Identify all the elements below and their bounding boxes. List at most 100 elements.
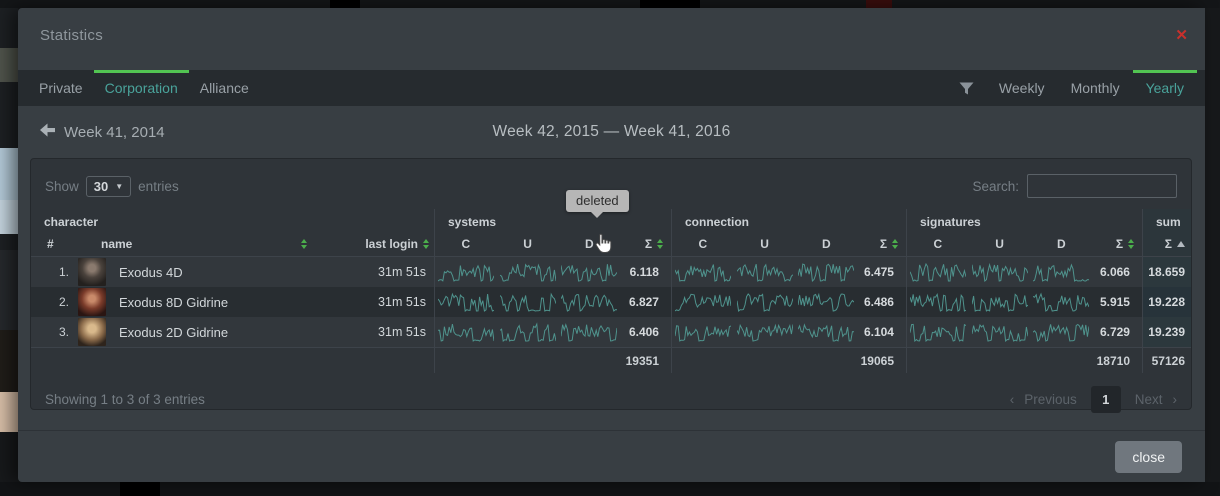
systems-c-sparkline: [435, 322, 497, 342]
filter-funnel-icon[interactable]: [947, 82, 986, 95]
column-header-signatures-sum[interactable]: Σ: [1092, 237, 1142, 251]
systems-sum-value: 6.827: [628, 295, 659, 309]
table-info-row: Showing 1 to 3 of 3 entries ‹ Previous 1…: [31, 373, 1191, 413]
character-name: Exodus 2D Gidrine: [119, 324, 229, 340]
next-page-button[interactable]: Next ›: [1134, 392, 1178, 407]
connection-u-sparkline: [734, 322, 796, 342]
column-header-systems-d[interactable]: D: [585, 236, 594, 251]
signatures-sum-value: 5.915: [1099, 295, 1130, 309]
column-header-row: # name last login C U D Σ: [31, 231, 1191, 257]
column-header-signatures-d[interactable]: D: [1057, 236, 1066, 251]
total-sum-value: 19.228: [1142, 287, 1191, 317]
signatures-c-sparkline: [907, 292, 969, 312]
last-login-value: 31m 51s: [378, 325, 426, 339]
avatar: [78, 318, 106, 346]
sort-both-icon: [657, 238, 664, 249]
total-sum-value: 19.239: [1142, 317, 1191, 347]
connection-sum-value: 6.475: [863, 265, 894, 279]
table-row[interactable]: 3. Exodus 2D Gidrine 31m 51s 6.406: [31, 317, 1191, 347]
column-header-total-sum[interactable]: Σ: [1142, 231, 1191, 256]
group-header-systems: systems: [434, 209, 671, 231]
connection-d-sparkline: [795, 292, 857, 312]
signatures-u-sparkline: [969, 322, 1031, 342]
column-header-signatures-u[interactable]: U: [995, 236, 1004, 251]
sort-both-icon: [892, 238, 899, 249]
close-button[interactable]: close: [1115, 440, 1182, 473]
previous-week-button[interactable]: Week 41, 2014: [40, 123, 165, 141]
avatar: [78, 258, 106, 286]
connection-u-sparkline: [734, 262, 796, 282]
tab-private[interactable]: Private: [39, 80, 83, 96]
column-header-signatures-c[interactable]: C: [933, 236, 943, 251]
arrow-left-icon: [40, 123, 55, 141]
column-header-last-login[interactable]: last login: [315, 231, 434, 256]
total-sum-value: 18.659: [1142, 257, 1191, 287]
systems-c-sparkline: [435, 262, 497, 282]
character-name: Exodus 8D Gidrine: [119, 294, 229, 310]
column-header-connection-d[interactable]: D: [822, 236, 831, 251]
background-page-bottom-strip: [0, 482, 1220, 496]
connection-u-sparkline: [734, 292, 796, 312]
table-row[interactable]: 2. Exodus 8D Gidrine 31m 51s 6.827: [31, 287, 1191, 317]
systems-u-sparkline: [497, 262, 559, 282]
signatures-u-sparkline: [969, 292, 1031, 312]
period-filter-monthly[interactable]: Monthly: [1070, 80, 1120, 96]
group-header-connection: connection: [671, 209, 906, 231]
signatures-c-sparkline: [907, 322, 969, 342]
systems-u-sparkline: [497, 322, 559, 342]
group-header-signatures: signatures: [906, 209, 1142, 231]
signatures-footer-sum: 18710: [906, 348, 1142, 373]
systems-d-sparkline: [558, 292, 620, 312]
connection-d-sparkline: [795, 322, 857, 342]
modal-title: Statistics: [40, 26, 104, 44]
connection-c-sparkline: [672, 292, 734, 312]
systems-sum-value: 6.406: [628, 325, 659, 339]
showing-entries-label: Showing 1 to 3 of 3 entries: [45, 392, 205, 407]
connection-footer-sum: 19065: [671, 348, 906, 373]
column-header-systems-u[interactable]: U: [523, 236, 532, 251]
signatures-sum-value: 6.066: [1099, 265, 1130, 279]
signatures-sum-value: 6.729: [1099, 325, 1130, 339]
sort-both-icon: [423, 238, 429, 249]
tab-corporation[interactable]: Corporation: [93, 70, 189, 106]
chevron-left-icon: ‹: [1009, 392, 1015, 407]
column-header-connection-sum[interactable]: Σ: [857, 237, 906, 251]
previous-page-button[interactable]: ‹ Previous: [1009, 392, 1077, 407]
avatar: [78, 288, 106, 316]
tab-alliance[interactable]: Alliance: [199, 80, 249, 96]
search-label: Search:: [972, 178, 1019, 194]
systems-d-sparkline: [558, 262, 620, 282]
modal-header: Statistics ✕: [18, 8, 1205, 62]
connection-sum-value: 6.104: [863, 325, 894, 339]
period-filter-weekly[interactable]: Weekly: [998, 80, 1045, 96]
statistics-table: character systems connection signatures …: [31, 209, 1191, 373]
systems-footer-sum: 19351: [434, 348, 671, 373]
systems-d-sparkline: [558, 322, 620, 342]
column-header-connection-u[interactable]: U: [760, 236, 769, 251]
search-input[interactable]: [1027, 174, 1177, 198]
period-filter-yearly[interactable]: Yearly: [1132, 70, 1198, 106]
page-length-select[interactable]: 30 ▼: [85, 175, 132, 197]
pagination: ‹ Previous 1 Next ›: [1010, 386, 1177, 413]
week-navigation: Week 41, 2014 Week 42, 2015 — Week 41, 2…: [18, 106, 1205, 158]
group-header-row: character systems connection signatures …: [31, 209, 1191, 231]
table-footer-row: 19351 19065 18710 57126: [31, 347, 1191, 373]
background-page-left-strip: [0, 8, 18, 496]
current-page-button[interactable]: 1: [1090, 386, 1121, 413]
sort-both-icon: [301, 238, 307, 249]
column-header-name[interactable]: name: [75, 231, 315, 256]
column-header-connection-c[interactable]: C: [698, 236, 708, 251]
chevron-right-icon: ›: [1172, 392, 1178, 407]
statistics-modal: Statistics ✕ Private Corporation Allianc…: [18, 8, 1205, 482]
modal-footer: close: [18, 430, 1205, 482]
column-header-systems-sum[interactable]: Σ: [620, 237, 671, 251]
entries-label: entries: [138, 178, 179, 194]
close-icon[interactable]: ✕: [1175, 26, 1188, 44]
column-header-systems-c[interactable]: C: [461, 236, 471, 251]
sort-both-icon: [1128, 238, 1135, 249]
signatures-d-sparkline: [1030, 262, 1092, 282]
signatures-c-sparkline: [907, 262, 969, 282]
table-row[interactable]: 1. Exodus 4D 31m 51s 6.118 6.475: [31, 257, 1191, 287]
signatures-d-sparkline: [1030, 292, 1092, 312]
background-page-top-strip: [0, 0, 1220, 8]
